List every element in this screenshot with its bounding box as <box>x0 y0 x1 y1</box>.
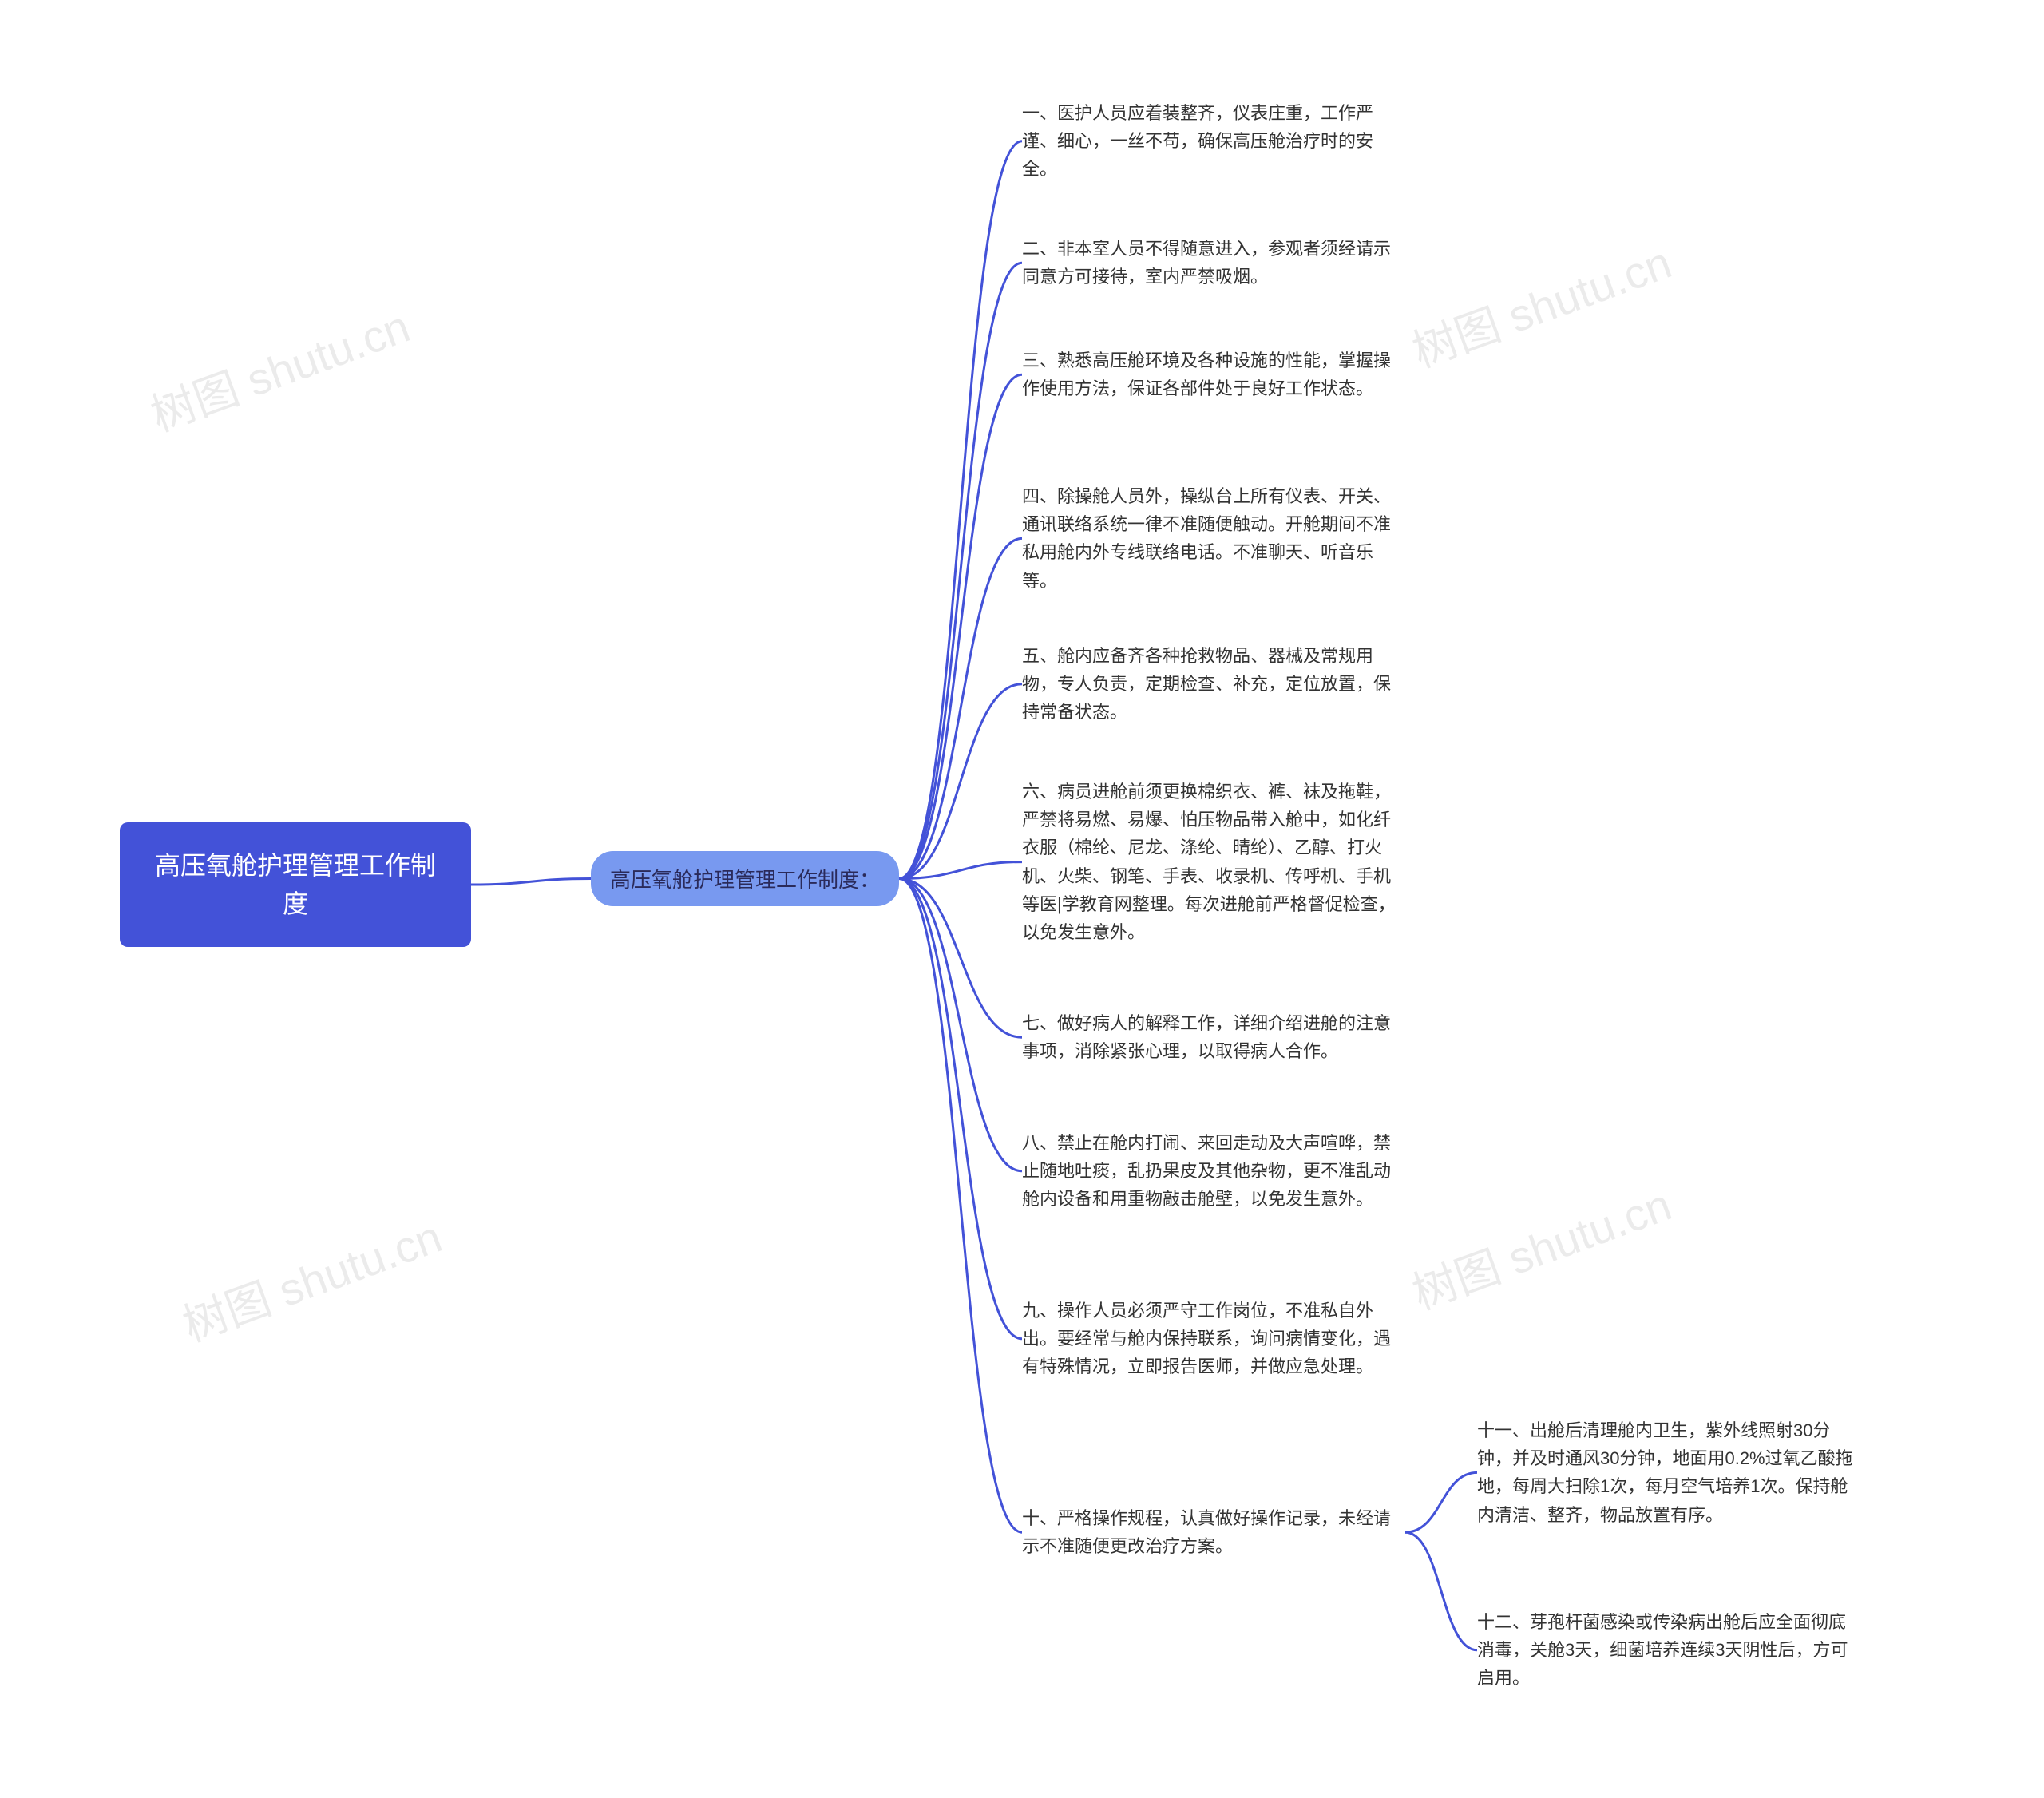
sub-label: 高压氧舱护理管理工作制度： <box>610 868 880 892</box>
sub-leaf-node[interactable]: 十二、芽孢杆菌感染或传染病出舱后应全面彻底消毒，关舱3天，细菌培养连续3天阴性后… <box>1477 1605 1860 1696</box>
watermark: 树图 shutu.cn <box>1402 227 1679 380</box>
mindmap-container: 高压氧舱护理管理工作制度 高压氧舱护理管理工作制度： 一、医护人员应着装整齐，仪… <box>0 0 2044 1798</box>
leaf-node[interactable]: 五、舱内应备齐各种抢救物品、器械及常规用物，专人负责，定期检查、补充，定位放置，… <box>1022 639 1405 730</box>
leaf-node[interactable]: 八、禁止在舱内打闹、来回走动及大声喧哗，禁止随地吐痰，乱扔果皮及其他杂物，更不准… <box>1022 1126 1405 1217</box>
watermark: 树图 shutu.cn <box>1402 1169 1679 1322</box>
root-label: 高压氧舱护理管理工作制度 <box>155 851 436 918</box>
leaf-node[interactable]: 三、熟悉高压舱环境及各种设施的性能，掌握操作使用方法，保证各部件处于良好工作状态… <box>1022 343 1405 406</box>
leaf-node[interactable]: 四、除操舱人员外，操纵台上所有仪表、开关、通讯联络系统一律不准随便触动。开舱期间… <box>1022 479 1405 598</box>
leaf-node[interactable]: 六、病员进舱前须更换棉织衣、裤、袜及拖鞋，严禁将易燃、易爆、怕压物品带入舱中，如… <box>1022 774 1405 949</box>
leaf-node[interactable]: 十、严格操作规程，认真做好操作记录，未经请示不准随便更改治疗方案。 <box>1022 1501 1405 1563</box>
leaf-node[interactable]: 七、做好病人的解释工作，详细介绍进舱的注意事项，消除紧张心理，以取得病人合作。 <box>1022 1006 1405 1068</box>
leaf-node[interactable]: 一、医护人员应着装整齐，仪表庄重，工作严谨、细心，一丝不苟，确保高压舱治疗时的安… <box>1022 96 1405 187</box>
leaf-node[interactable]: 二、非本室人员不得随意进入，参观者须经请示同意方可接待，室内严禁吸烟。 <box>1022 232 1405 294</box>
watermark: 树图 shutu.cn <box>141 291 418 444</box>
watermark: 树图 shutu.cn <box>172 1201 450 1354</box>
root-node[interactable]: 高压氧舱护理管理工作制度 <box>120 822 471 947</box>
sub-leaf-node[interactable]: 十一、出舱后清理舱内卫生，紫外线照射30分钟，并及时通风30分钟，地面用0.2%… <box>1477 1413 1860 1532</box>
sub-node[interactable]: 高压氧舱护理管理工作制度： <box>591 851 899 906</box>
leaf-node[interactable]: 九、操作人员必须严守工作岗位，不准私自外出。要经常与舱内保持联系，询问病情变化，… <box>1022 1293 1405 1384</box>
